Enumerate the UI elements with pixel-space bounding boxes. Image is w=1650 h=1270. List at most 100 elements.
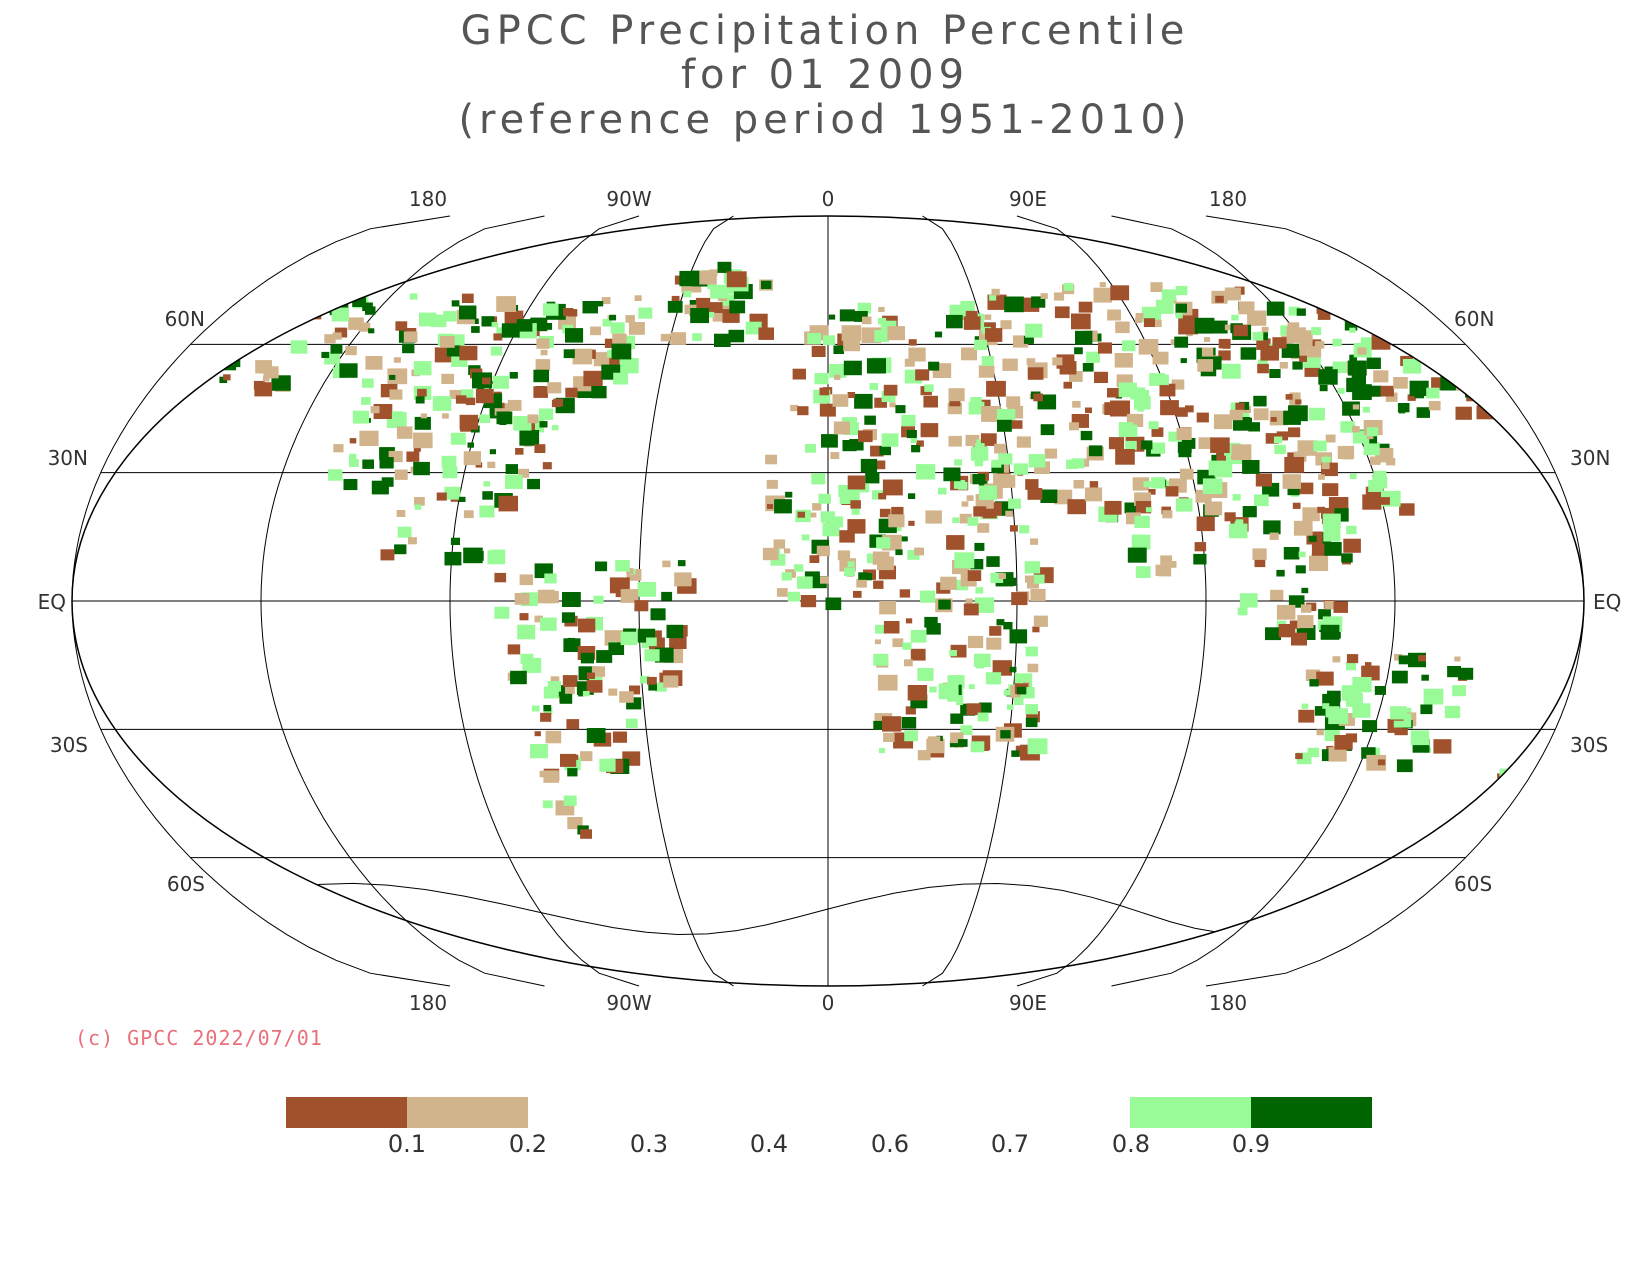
precip-cell <box>714 333 731 347</box>
precip-cell <box>985 672 1002 685</box>
precip-cell <box>1168 561 1177 568</box>
precip-cell <box>1011 592 1028 606</box>
precip-cell <box>905 618 913 624</box>
map-subtitle-reference: (reference period 1951-2010) <box>458 97 1192 143</box>
legend-label-0.9: 0.9 <box>1231 1130 1271 1158</box>
precip-cell <box>1319 384 1328 392</box>
map-subtitle-date: for 01 2009 <box>680 52 970 98</box>
precip-cell <box>1222 363 1241 379</box>
precip-cell <box>818 493 831 504</box>
precip-cell <box>1300 604 1312 613</box>
precip-cell <box>459 496 466 502</box>
precip-cell <box>634 295 642 301</box>
precip-cell <box>1385 392 1398 402</box>
precip-cell <box>1201 347 1214 357</box>
precip-cell <box>471 326 480 333</box>
precip-cell <box>1317 506 1325 513</box>
precip-cell <box>1066 459 1078 469</box>
precip-cell <box>332 332 342 340</box>
precip-cell <box>420 413 427 419</box>
precip-cell <box>869 383 879 390</box>
precip-cell <box>814 373 829 385</box>
lon-label-180e-top: 180 <box>1209 187 1247 211</box>
precip-cell <box>963 603 979 616</box>
precip-cell <box>669 635 687 649</box>
precip-cell <box>1288 306 1300 316</box>
precip-cell <box>586 680 603 693</box>
precip-cell <box>1420 704 1433 715</box>
precip-cell <box>619 358 639 374</box>
precip-cell <box>997 419 1012 432</box>
precip-cell <box>1232 494 1241 501</box>
precip-cell <box>925 510 942 524</box>
precip-cell <box>1254 494 1269 507</box>
precip-cell <box>519 613 529 621</box>
legend-label-0.6: 0.6 <box>870 1130 910 1158</box>
precip-cell <box>1196 516 1215 532</box>
precip-cell <box>991 463 1004 474</box>
precip-cell <box>472 318 479 324</box>
precip-cell <box>1151 427 1164 437</box>
precip-cell <box>1270 417 1277 422</box>
precip-cell <box>874 639 881 645</box>
precip-cell <box>1235 402 1245 411</box>
precip-cell <box>1266 301 1285 316</box>
precip-cell <box>1255 473 1272 487</box>
precip-cell <box>1274 444 1286 455</box>
precip-cell <box>965 434 980 447</box>
precip-cell <box>843 337 861 352</box>
precip-cell <box>1322 483 1339 497</box>
precip-cell <box>441 455 457 468</box>
precip-cell <box>1301 703 1309 709</box>
precip-cell <box>938 487 947 495</box>
precip-cell <box>860 458 878 472</box>
precip-cell <box>965 598 973 605</box>
lat-label-60s-left: 60S <box>167 872 205 896</box>
precip-cell <box>1332 656 1341 663</box>
precip-cell <box>954 552 975 569</box>
precip-cell <box>650 608 666 621</box>
precip-cell <box>490 346 503 356</box>
precip-cell <box>904 358 915 367</box>
precip-cell <box>1373 470 1387 482</box>
precip-cell <box>920 590 936 603</box>
lat-label-30s-left: 30S <box>50 733 88 757</box>
precip-cell <box>1314 341 1325 349</box>
precip-cell <box>949 650 957 657</box>
precip-cell <box>451 300 460 307</box>
precip-cell <box>1098 342 1112 354</box>
precip-cell <box>450 537 460 545</box>
precip-cell <box>663 675 679 688</box>
precip-cell <box>379 457 394 469</box>
precip-cell <box>1318 609 1331 620</box>
precip-cell <box>1471 368 1480 375</box>
precip-cell <box>876 537 891 549</box>
precip-cell <box>596 650 613 663</box>
precip-cell <box>565 328 584 343</box>
precip-cell <box>1080 430 1093 441</box>
precip-cell <box>847 519 866 534</box>
precip-cell <box>1269 369 1281 378</box>
precip-cell <box>820 511 835 523</box>
precip-cell <box>967 570 982 581</box>
precip-cell <box>403 331 418 343</box>
precip-cell <box>1366 357 1381 369</box>
precip-cell <box>634 600 649 612</box>
precip-cell <box>1198 437 1214 449</box>
precip-cell <box>792 368 806 380</box>
precip-cell <box>1240 347 1257 360</box>
precip-cell <box>1370 388 1378 395</box>
precip-cell <box>1014 697 1024 705</box>
precip-cell <box>1287 485 1300 496</box>
precip-cell <box>1003 689 1012 696</box>
precip-cell <box>460 389 474 400</box>
precip-cell <box>662 560 671 568</box>
precip-cell <box>974 459 983 467</box>
precip-cell <box>797 576 813 589</box>
precip-cell <box>1392 330 1404 340</box>
precip-cell <box>1333 601 1348 613</box>
legend-label-0.8: 0.8 <box>1111 1130 1151 1158</box>
precip-cell <box>1357 347 1367 355</box>
precip-cell <box>1026 711 1040 723</box>
precip-cell <box>1006 704 1014 710</box>
